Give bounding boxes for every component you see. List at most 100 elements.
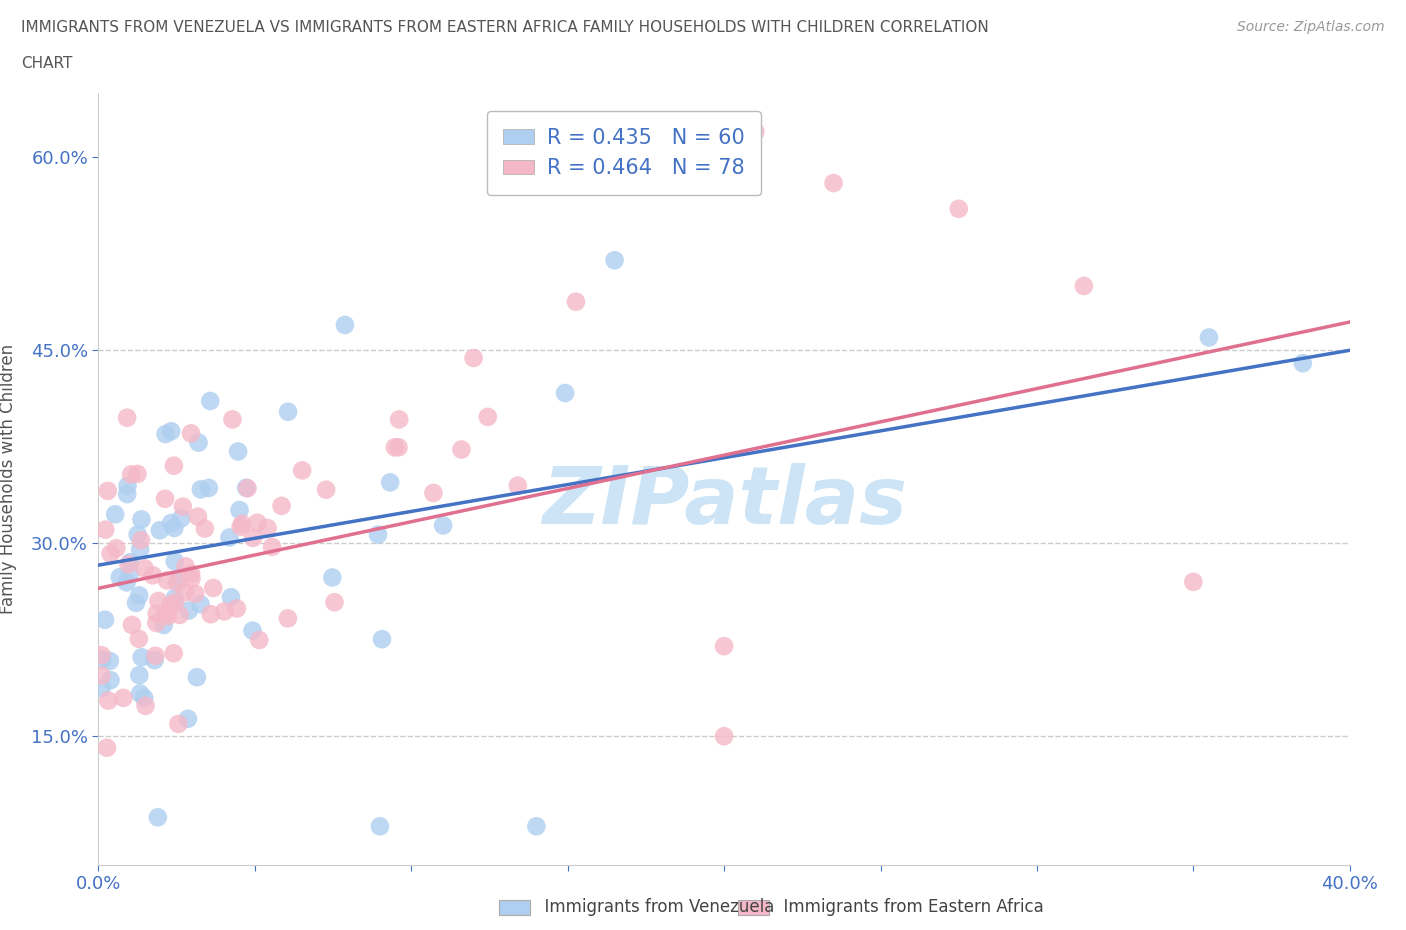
Point	[94, 612, 117, 627]
Point	[115, 575, 138, 590]
Point	[108, 570, 131, 585]
Point	[174, 585, 197, 600]
Y-axis label: Family Households with Children: Family Households with Children	[0, 344, 17, 614]
Point	[218, 530, 240, 545]
Point	[159, 597, 181, 612]
Point	[127, 527, 149, 542]
Point	[166, 574, 188, 589]
Point	[135, 698, 157, 713]
Point	[231, 516, 253, 531]
Point	[235, 481, 257, 496]
Point	[450, 442, 472, 457]
Point	[163, 645, 186, 660]
Point	[1182, 575, 1205, 590]
Point	[90, 681, 112, 696]
Point	[333, 317, 356, 332]
Point	[221, 412, 243, 427]
Point	[228, 502, 250, 517]
Point	[198, 481, 221, 496]
Point	[129, 542, 152, 557]
Point	[142, 568, 165, 583]
Point	[160, 515, 183, 530]
Point	[242, 530, 264, 545]
Point	[187, 510, 209, 525]
Point	[156, 608, 179, 623]
Point	[91, 652, 114, 667]
Point	[603, 253, 626, 268]
Point	[134, 561, 156, 576]
Point	[143, 653, 166, 668]
Point	[1073, 279, 1095, 294]
Point	[131, 512, 153, 526]
Point	[526, 819, 548, 834]
Point	[565, 294, 588, 309]
Point	[184, 586, 207, 601]
Point	[321, 570, 343, 585]
Point	[948, 202, 970, 217]
Point	[270, 498, 292, 513]
Point	[131, 650, 153, 665]
Point	[98, 654, 121, 669]
Point	[180, 426, 202, 441]
Point	[225, 601, 247, 616]
Point	[146, 810, 169, 825]
Point	[128, 668, 150, 683]
Point	[177, 604, 200, 618]
Point	[247, 632, 270, 647]
Point	[219, 590, 242, 604]
Point	[156, 573, 179, 588]
Point	[422, 485, 444, 500]
Point	[129, 533, 152, 548]
Point	[120, 467, 142, 482]
Point	[291, 463, 314, 478]
Point	[152, 618, 174, 632]
Point	[169, 607, 191, 622]
Point	[200, 393, 222, 408]
Point	[242, 623, 264, 638]
Point	[163, 591, 186, 605]
Point	[145, 648, 167, 663]
Point	[194, 521, 217, 536]
Point	[120, 555, 142, 570]
Point	[256, 521, 278, 536]
Point	[323, 595, 346, 610]
Point	[94, 523, 117, 538]
Text: ZIPatlas: ZIPatlas	[541, 463, 907, 541]
Point	[121, 618, 143, 632]
Point	[100, 546, 122, 561]
Point	[371, 631, 394, 646]
Point	[148, 593, 170, 608]
Point	[477, 409, 499, 424]
Point	[180, 571, 202, 586]
Point	[367, 527, 389, 542]
Point	[128, 588, 150, 603]
Point	[744, 125, 766, 140]
Point	[153, 491, 176, 506]
Point	[115, 486, 138, 501]
Point	[463, 351, 485, 365]
Point	[202, 580, 225, 595]
Point	[180, 566, 202, 581]
Point	[236, 481, 259, 496]
Point	[145, 606, 167, 621]
Point	[823, 176, 845, 191]
Text: IMMIGRANTS FROM VENEZUELA VS IMMIGRANTS FROM EASTERN AFRICA FAMILY HOUSEHOLDS WI: IMMIGRANTS FROM VENEZUELA VS IMMIGRANTS …	[21, 20, 988, 35]
Point	[149, 523, 172, 538]
Point	[160, 424, 183, 439]
Point	[163, 521, 186, 536]
Point	[315, 483, 337, 498]
Text: CHART: CHART	[21, 56, 73, 71]
Legend: R = 0.435   N = 60, R = 0.464   N = 78: R = 0.435 N = 60, R = 0.464 N = 78	[486, 112, 762, 195]
Point	[1198, 330, 1220, 345]
Point	[112, 690, 135, 705]
Text: Immigrants from Eastern Africa: Immigrants from Eastern Africa	[773, 897, 1045, 916]
Point	[117, 557, 139, 572]
Point	[226, 444, 249, 458]
Point	[190, 597, 212, 612]
Point	[167, 716, 190, 731]
Text: Immigrants from Venezuela: Immigrants from Venezuela	[534, 897, 775, 916]
Point	[713, 729, 735, 744]
Point	[163, 458, 186, 473]
Point	[229, 519, 252, 534]
Point	[163, 554, 186, 569]
